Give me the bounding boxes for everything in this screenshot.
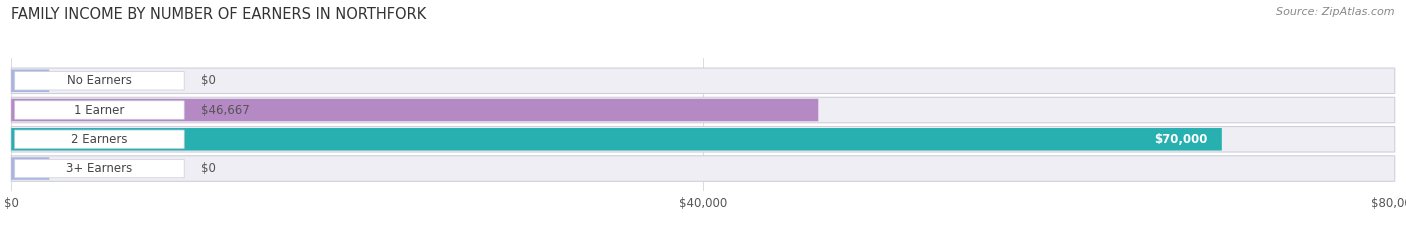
Text: $70,000: $70,000: [1154, 133, 1208, 146]
FancyBboxPatch shape: [14, 159, 184, 178]
FancyBboxPatch shape: [14, 72, 184, 90]
FancyBboxPatch shape: [14, 130, 184, 148]
FancyBboxPatch shape: [11, 157, 49, 180]
Text: 2 Earners: 2 Earners: [72, 133, 128, 146]
FancyBboxPatch shape: [11, 128, 1222, 151]
Text: 3+ Earners: 3+ Earners: [66, 162, 132, 175]
Text: No Earners: No Earners: [67, 74, 132, 87]
FancyBboxPatch shape: [11, 99, 818, 121]
Text: 1 Earner: 1 Earner: [75, 103, 125, 116]
FancyBboxPatch shape: [11, 97, 1395, 123]
Text: FAMILY INCOME BY NUMBER OF EARNERS IN NORTHFORK: FAMILY INCOME BY NUMBER OF EARNERS IN NO…: [11, 7, 426, 22]
FancyBboxPatch shape: [11, 156, 1395, 181]
Text: $0: $0: [201, 162, 217, 175]
FancyBboxPatch shape: [11, 127, 1395, 152]
FancyBboxPatch shape: [14, 101, 184, 119]
Text: $0: $0: [201, 74, 217, 87]
FancyBboxPatch shape: [11, 69, 49, 92]
Text: Source: ZipAtlas.com: Source: ZipAtlas.com: [1277, 7, 1395, 17]
FancyBboxPatch shape: [11, 68, 1395, 93]
Text: $46,667: $46,667: [201, 103, 250, 116]
